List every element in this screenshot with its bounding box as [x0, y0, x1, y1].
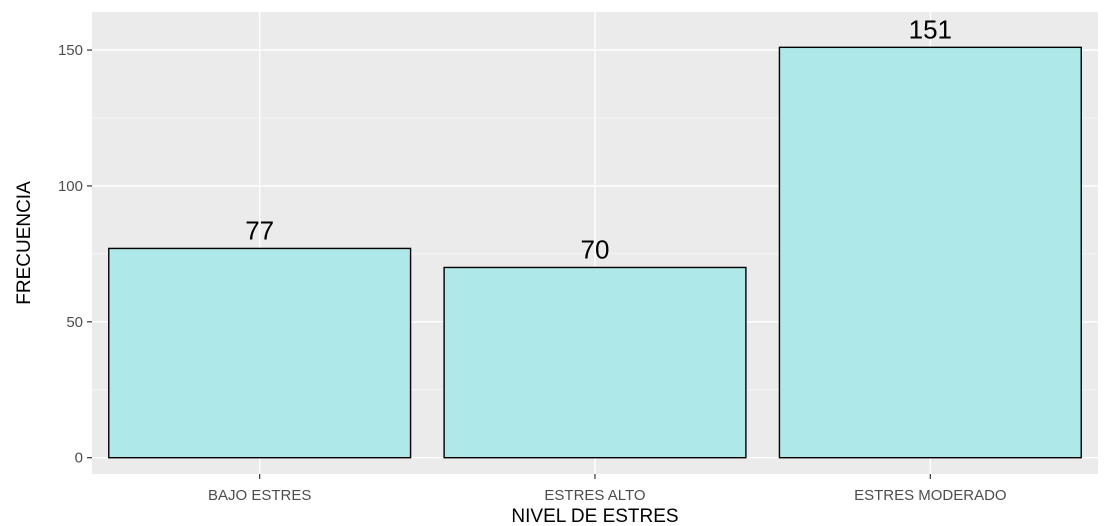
bars: [108, 46, 1082, 459]
x-tick-label: BAJO ESTRES: [208, 487, 311, 504]
x-tick-label: ESTRES MODERADO: [854, 487, 1007, 504]
bar: [108, 247, 412, 459]
y-tick-label: 50: [66, 314, 83, 331]
y-axis-title: FRECUENCIA: [14, 181, 35, 305]
y-tick-label: 100: [58, 178, 83, 195]
bar-value-label: 77: [245, 215, 274, 245]
y-axis-ticks: 0 50 100 150: [58, 42, 92, 467]
bar: [778, 46, 1082, 459]
x-axis-ticks: BAJO ESTRES ESTRES ALTO ESTRES MODERADO: [208, 474, 1007, 504]
y-tick-label: 0: [75, 450, 83, 467]
x-axis-title: NIVEL DE ESTRES: [511, 506, 678, 526]
bar: [443, 266, 747, 459]
bar-value-labels: 77 70 151: [245, 14, 952, 264]
bar-value-label: 151: [909, 14, 952, 44]
y-tick-label: 150: [58, 42, 83, 59]
x-tick-label: ESTRES ALTO: [544, 487, 645, 504]
bar-value-label: 70: [581, 234, 610, 264]
